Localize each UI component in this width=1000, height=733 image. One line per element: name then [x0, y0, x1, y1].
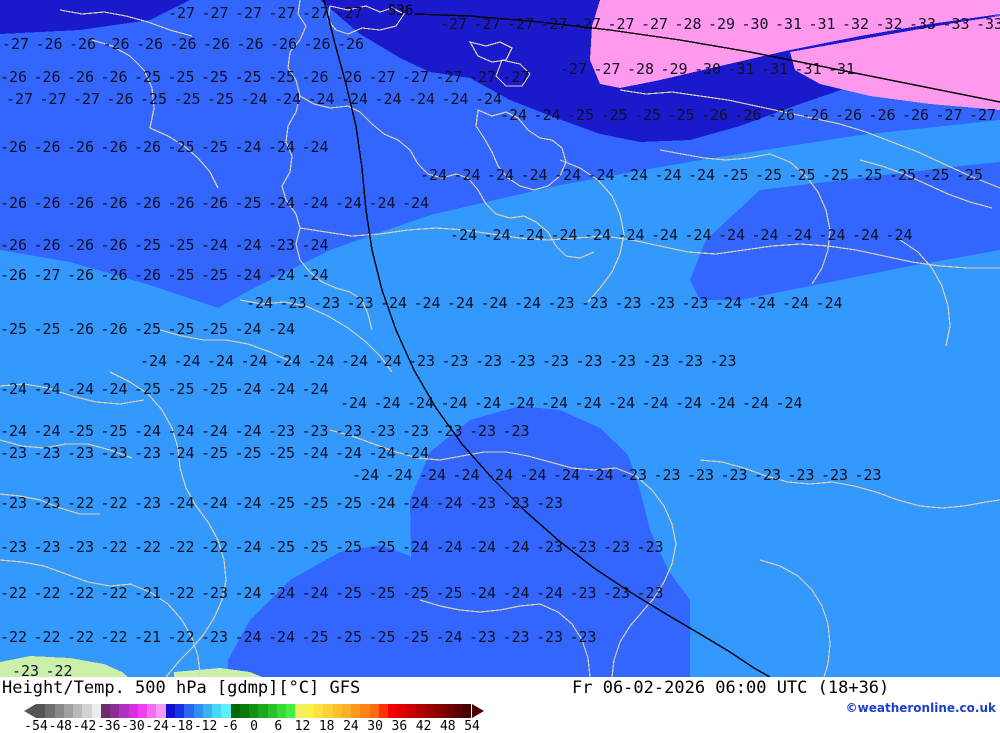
map-layers: [0, 0, 1000, 677]
colorbar-tick-label: 6: [274, 719, 283, 733]
colorbar-swatch: [119, 704, 129, 718]
colorbar-tick-label: -12: [193, 719, 218, 733]
colorbar-swatch: [110, 704, 120, 718]
colorbar-swatch: [184, 704, 194, 718]
colorbar-swatch: [276, 704, 287, 718]
colorbar-tick-label: 36: [391, 719, 408, 733]
colorbar-tick-label: 18: [318, 719, 335, 733]
colorbar-swatch: [452, 704, 463, 718]
temp-band-medium-right-streak: [690, 162, 1000, 300]
colorbar-tick-label: -24: [145, 719, 169, 733]
colorbar-tick-label: 0: [250, 719, 258, 733]
colorbar-swatch: [239, 704, 250, 718]
colorbar-swatch: [73, 704, 83, 718]
colorbar-swatch: [54, 704, 64, 718]
colorbar-swatch: [425, 704, 435, 718]
colorbar-swatch: [128, 704, 138, 718]
colorbar-swatch: [332, 704, 342, 718]
temp-band-medium-blob-left: [228, 545, 430, 677]
colorbar-swatch: [193, 704, 203, 718]
temp-band-pink: [590, 0, 1000, 88]
colorbar-tick-label: -30: [121, 719, 145, 733]
copyright-credit: ©weatheronline.co.uk: [845, 701, 996, 715]
colorbar-swatch: [378, 704, 389, 718]
colorbar-swatch: [369, 704, 379, 718]
colorbar-swatch: [91, 704, 101, 718]
colorbar-swatch: [406, 704, 416, 718]
colorbar-swatch: [443, 704, 453, 718]
temp-band-medium-lower-right: [690, 546, 1000, 677]
colorbar-swatch: [100, 704, 111, 718]
colorbar-tick-label: -6: [221, 719, 238, 733]
colorbar-swatch: [313, 704, 324, 718]
colorbar-tick-label: 12: [294, 719, 311, 733]
colorbar-swatch: [174, 704, 185, 718]
colorbar-swatch: [462, 704, 472, 718]
temp-band-green-bottom-left: [0, 656, 128, 677]
colorbar-swatch: [156, 704, 166, 718]
colorbar-swatch: [36, 704, 46, 718]
map-footer: Height/Temp. 500 hPa [gdmp][°C] GFS Fr 0…: [0, 677, 1000, 733]
temperature-colorbar[interactable]: [24, 704, 484, 718]
colorbar-swatch: [360, 704, 370, 718]
colorbar-tick-label: -54: [24, 719, 48, 733]
colorbar-right-cap: [472, 704, 484, 718]
colorbar-swatch: [147, 704, 157, 718]
colorbar-swatch: [267, 704, 277, 718]
colorbar-tick-label: 48: [439, 719, 456, 733]
colorbar-swatch: [415, 704, 426, 718]
colorbar-swatch: [351, 704, 361, 718]
colorbar-swatch: [286, 704, 296, 718]
height-contour-layer: [323, 0, 1000, 677]
colorbar-swatch: [304, 704, 314, 718]
temp-band-medium-right-patch: [770, 478, 1000, 560]
colorbar-swatch: [397, 704, 407, 718]
colorbar-swatch: [323, 704, 333, 718]
colorbar-left-cap: [24, 704, 36, 718]
temp-band-dark-upper-left: [0, 0, 190, 34]
colorbar-swatch: [165, 704, 175, 718]
colorbar-tick-label: -18: [169, 719, 194, 733]
height-contour-label: 536: [388, 3, 414, 19]
colorbar-tick-label: -48: [48, 719, 72, 733]
colorbar-tick-labels: -54 -48 -42 -36 -30 -24 -18 -12 -6 0 6 12 18 24 30 36 42…: [24, 719, 494, 733]
colorbar-tick-label: -36: [96, 719, 121, 733]
colorbar-tick-label: 24: [343, 719, 359, 733]
colorbar-tick-label: -42: [72, 719, 97, 733]
colorbar-swatch: [82, 704, 92, 718]
colorbar-swatch: [258, 704, 268, 718]
colorbar-swatches: [36, 704, 472, 718]
colorbar-tick-label: 30: [367, 719, 383, 733]
colorbar-tick-label: 54: [464, 719, 480, 733]
colorbar-swatch: [202, 704, 213, 718]
height-contour-536: [413, 13, 1000, 103]
colorbar-swatch: [388, 704, 398, 718]
coastline-layer: [0, 0, 1000, 677]
product-title: Height/Temp. 500 hPa [gdmp][°C] GFS: [2, 678, 361, 698]
colorbar-swatch: [137, 704, 148, 718]
weather-map-canvas[interactable]: 536 -27 -27 -27 -27 -27 -27 -27 -27 -27 -27 -27 -27…: [0, 0, 1000, 677]
temp-band-green-bottom-left2: [174, 668, 262, 677]
colorbar-tick-label: 42: [415, 719, 432, 733]
colorbar-swatch: [230, 704, 240, 718]
colorbar-swatch: [295, 704, 305, 718]
colorbar-swatch: [249, 704, 259, 718]
colorbar-swatch: [212, 704, 222, 718]
temp-band-light-wedge-left: [0, 250, 380, 606]
model-run-timestamp: Fr 06-02-2026 06:00 UTC (18+36): [572, 678, 890, 698]
height-contour-2: [323, 0, 771, 677]
colorbar-swatch: [45, 704, 55, 718]
temp-band-pink-second: [790, 16, 1000, 110]
colorbar-swatch: [63, 704, 74, 718]
temp-band-medium-blob-centre: [410, 406, 690, 677]
colorbar-swatch: [434, 704, 444, 718]
colorbar-swatch: [221, 704, 231, 718]
colorbar-swatch: [341, 704, 352, 718]
